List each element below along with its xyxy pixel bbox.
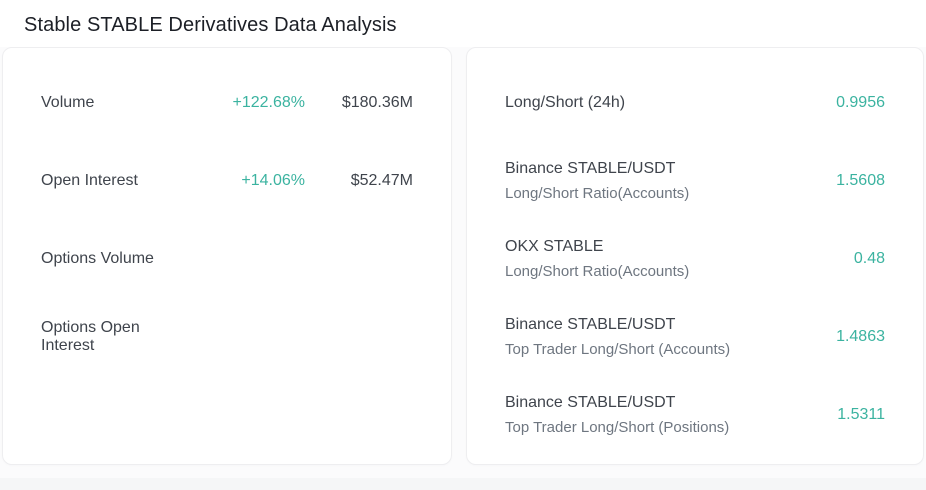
options-open-interest-label: Options Open Interest xyxy=(41,319,140,354)
ratio-value: 0.9956 xyxy=(836,94,885,111)
stat-row-open-interest: Open Interest +14.06% $52.47M xyxy=(41,142,413,220)
ratio-row-long-short-24h: Long/Short (24h) 0.9956 xyxy=(505,64,885,142)
page-title: Stable STABLE Derivatives Data Analysis xyxy=(24,14,397,36)
ratio-text: Binance STABLE/USDT Top Trader Long/Shor… xyxy=(505,315,836,360)
ratio-value: 1.5311 xyxy=(837,406,885,423)
open-interest-value: $52.47M xyxy=(350,172,413,189)
ratio-value: 1.5608 xyxy=(836,172,885,189)
cards-container: Volume +122.68% $180.36M Open Interest +… xyxy=(0,47,926,478)
ratio-subtitle: Long/Short Ratio(Accounts) xyxy=(505,262,690,280)
ratio-title: OKX STABLE xyxy=(505,237,604,255)
ratio-title: Long/Short (24h) xyxy=(505,94,626,111)
ratio-value: 1.4863 xyxy=(836,328,885,345)
section-header: Stable STABLE Derivatives Data Analysis xyxy=(0,0,926,47)
ratio-subtitle: Long/Short Ratio(Accounts) xyxy=(505,184,690,202)
volume-label: Volume xyxy=(41,94,95,111)
ratio-row-okx-accounts: OKX STABLE Long/Short Ratio(Accounts) 0.… xyxy=(505,220,885,298)
stat-row-options-open-interest: Options Open Interest xyxy=(41,298,413,376)
ratio-subtitle: Top Trader Long/Short (Positions) xyxy=(505,418,730,436)
volume-value: $180.36M xyxy=(341,94,413,111)
stat-row-volume: Volume +122.68% $180.36M xyxy=(41,64,413,142)
ratio-title: Binance STABLE/USDT xyxy=(505,393,676,411)
page-background-strip xyxy=(0,478,926,490)
ratio-row-binance-top-trader-positions: Binance STABLE/USDT Top Trader Long/Shor… xyxy=(505,376,885,454)
ratio-value: 0.48 xyxy=(853,250,885,267)
ratio-title: Binance STABLE/USDT xyxy=(505,315,676,333)
open-interest-change: +14.06% xyxy=(241,172,305,189)
ratio-row-binance-accounts: Binance STABLE/USDT Long/Short Ratio(Acc… xyxy=(505,142,885,220)
volume-change: +122.68% xyxy=(232,94,305,111)
ratio-row-binance-top-trader-accounts: Binance STABLE/USDT Top Trader Long/Shor… xyxy=(505,298,885,376)
ratio-text: OKX STABLE Long/Short Ratio(Accounts) xyxy=(505,237,854,282)
options-volume-label: Options Volume xyxy=(41,250,154,267)
open-interest-label: Open Interest xyxy=(41,172,138,189)
volume-stats-card: Volume +122.68% $180.36M Open Interest +… xyxy=(2,47,452,465)
ratio-subtitle: Top Trader Long/Short (Accounts) xyxy=(505,340,731,358)
stat-row-options-volume: Options Volume xyxy=(41,220,413,298)
long-short-ratios-card: Long/Short (24h) 0.9956 Binance STABLE/U… xyxy=(466,47,924,465)
ratio-text: Binance STABLE/USDT Long/Short Ratio(Acc… xyxy=(505,159,836,204)
ratio-text: Binance STABLE/USDT Top Trader Long/Shor… xyxy=(505,393,837,438)
ratio-title: Binance STABLE/USDT xyxy=(505,159,676,177)
ratio-text: Long/Short (24h) xyxy=(505,93,836,113)
